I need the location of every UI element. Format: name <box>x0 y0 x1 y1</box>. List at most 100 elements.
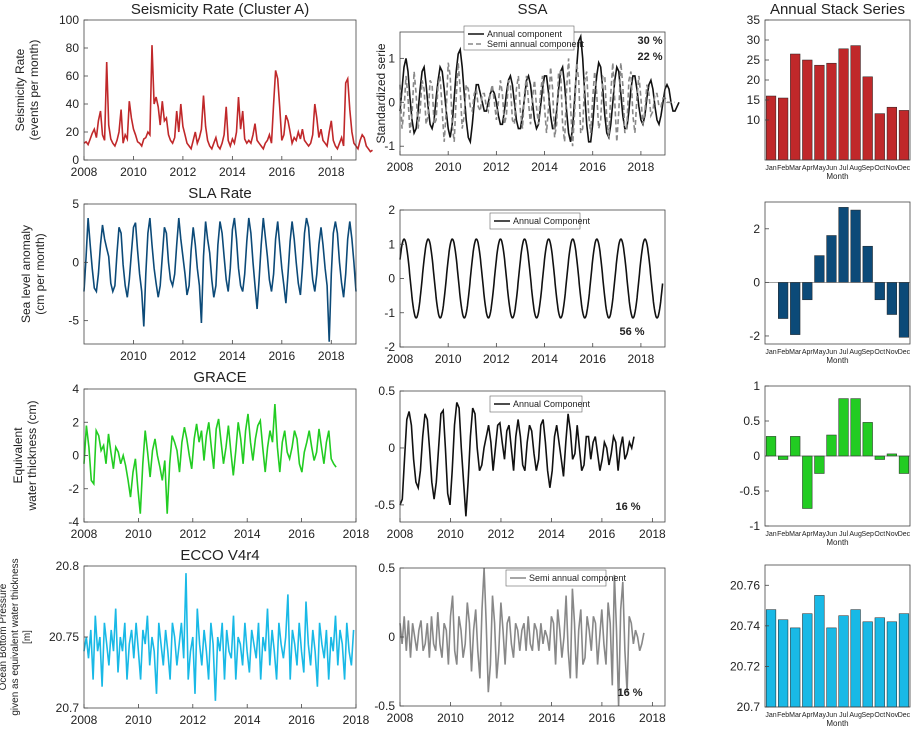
variance-percent-label: 30 % <box>637 35 662 47</box>
bar-may <box>814 455 825 474</box>
y-tick-label: 20.8 <box>56 559 80 573</box>
x-tick-label: 2012 <box>179 527 206 541</box>
x-tick-label: 2008 <box>387 527 414 541</box>
month-tick-label: Jul <box>839 349 848 356</box>
bar-apr <box>802 282 813 301</box>
bar-apr <box>802 455 813 509</box>
month-tick-label: May <box>813 712 827 719</box>
month-tick-label: Jun <box>826 712 837 719</box>
x-axis-label: Month <box>826 719 848 728</box>
bar-feb <box>778 455 789 460</box>
bar-nov <box>886 282 897 315</box>
chart-grace: GRACE Equivalent water thickness (cm) 2008 2… <box>11 369 370 541</box>
y-axis-label: [m] <box>22 630 33 644</box>
chart-ssa-seis: SSA Standardized serie 2008 2010 2012 2014 201… <box>374 1 680 174</box>
y-tick-label: 4 <box>72 382 79 396</box>
month-tick-label: Feb <box>777 712 789 719</box>
month-tick-label: Jun <box>826 531 837 538</box>
x-tick-label: 2010 <box>435 160 462 174</box>
y-tick-label: 5 <box>72 197 79 211</box>
bar-jun <box>826 235 837 283</box>
month-tick-label: Jan <box>765 349 776 356</box>
chart-sla-rate: SLA Rate Sea level anomaly (cm per month) 2… <box>19 185 357 363</box>
y-tick-label: -4 <box>68 515 79 529</box>
bar-may <box>814 255 825 283</box>
plot-frame <box>764 564 911 708</box>
chart-title: Seismicity Rate (Cluster A) <box>131 1 309 18</box>
bar-oct <box>874 113 885 161</box>
bar-nov <box>886 453 897 457</box>
bar-jul <box>838 615 849 708</box>
series-line <box>399 402 635 517</box>
x-tick-label: 2018 <box>318 165 345 179</box>
month-tick-label: Nov <box>886 349 899 356</box>
month-tick-label: Sep <box>861 712 874 719</box>
legend-label: Semi annual component <box>487 39 585 49</box>
y-tick-label: 2 <box>753 222 760 236</box>
legend-label: Semi annual component <box>529 573 627 583</box>
x-tick-label: 2012 <box>483 352 510 366</box>
bar-feb <box>778 619 789 708</box>
bar-mar <box>790 627 801 708</box>
y-axis-label: Standardized serie <box>374 43 388 143</box>
bar-dec <box>898 613 910 708</box>
chart-ssa-ecco: 2008 2010 2012 2014 2016 2018 -0.5 0 0.5 Semi ann… <box>374 561 666 725</box>
y-tick-label: 20.7 <box>737 700 761 714</box>
chart-stack-ecco: 20.7 20.72 20.74 20.76 Jan Feb Mar Apr May Jun Jul… <box>730 564 911 728</box>
y-axis-label: Equivalent <box>11 427 25 484</box>
bar-sep <box>862 621 873 708</box>
y-tick-label: -2 <box>749 329 760 343</box>
month-tick-label: Apr <box>802 349 814 356</box>
chart-stack-seis: Annual Stack Series 10 15 20 25 30 35 Jan Feb Mar… <box>747 1 911 181</box>
y-tick-label: 35 <box>747 13 761 27</box>
series-line <box>83 45 373 153</box>
x-tick-label: 2008 <box>71 713 98 727</box>
month-tick-label: May <box>813 349 827 356</box>
month-tick-label: Feb <box>777 165 789 172</box>
x-tick-label: 2016 <box>288 527 315 541</box>
plot-frame <box>83 203 357 345</box>
x-tick-label: 2012 <box>170 349 197 363</box>
y-tick-label: 0.5 <box>743 414 760 428</box>
bar-mar <box>790 53 801 161</box>
series-line <box>83 403 337 514</box>
chart-title: Annual Stack Series <box>770 1 905 18</box>
bar-sep <box>862 76 873 161</box>
y-tick-label: 0.5 <box>378 384 395 398</box>
y-tick-label: 1 <box>388 237 395 251</box>
x-tick-label: 2018 <box>639 711 666 725</box>
legend-box <box>505 569 607 587</box>
x-tick-label: 2014 <box>219 165 246 179</box>
month-tick-label: Aug <box>849 712 862 719</box>
variance-percent-label: 16 % <box>617 687 642 699</box>
month-tick-label: Oct <box>874 531 885 538</box>
y-tick-label: -2 <box>384 340 395 354</box>
month-tick-label: Oct <box>874 712 885 719</box>
plot-frame <box>764 201 911 345</box>
bar-nov <box>886 621 897 708</box>
chart-title: ECCO V4r4 <box>180 547 259 564</box>
month-tick-label: Jan <box>765 712 776 719</box>
x-tick-label: 2014 <box>531 352 558 366</box>
month-tick-label: Jul <box>839 165 848 172</box>
series-line <box>83 217 357 342</box>
x-tick-label: 2010 <box>125 527 152 541</box>
y-tick-label: 60 <box>66 69 80 83</box>
series-line <box>399 58 675 147</box>
y-axis-label: (cm per month) <box>33 233 47 314</box>
plot-frame <box>764 19 911 161</box>
month-tick-label: Mar <box>789 712 802 719</box>
month-tick-label: Apr <box>802 165 814 172</box>
y-tick-label: 0 <box>753 449 760 463</box>
x-tick-label: 2018 <box>343 527 370 541</box>
y-tick-label: 20.74 <box>730 619 760 633</box>
x-tick-label: 2014 <box>234 713 261 727</box>
month-tick-label: Dec <box>898 165 911 172</box>
y-tick-label: 0.5 <box>378 561 395 575</box>
chart-stack-grace: -1 -0.5 0 0.5 1 Jan Feb Mar Apr May Jun Jul Aug Sep Oc… <box>739 379 910 547</box>
y-tick-label: 2 <box>388 203 395 217</box>
bar-aug <box>850 209 861 283</box>
x-tick-label: 2016 <box>579 352 606 366</box>
x-tick-label: 2010 <box>120 349 147 363</box>
